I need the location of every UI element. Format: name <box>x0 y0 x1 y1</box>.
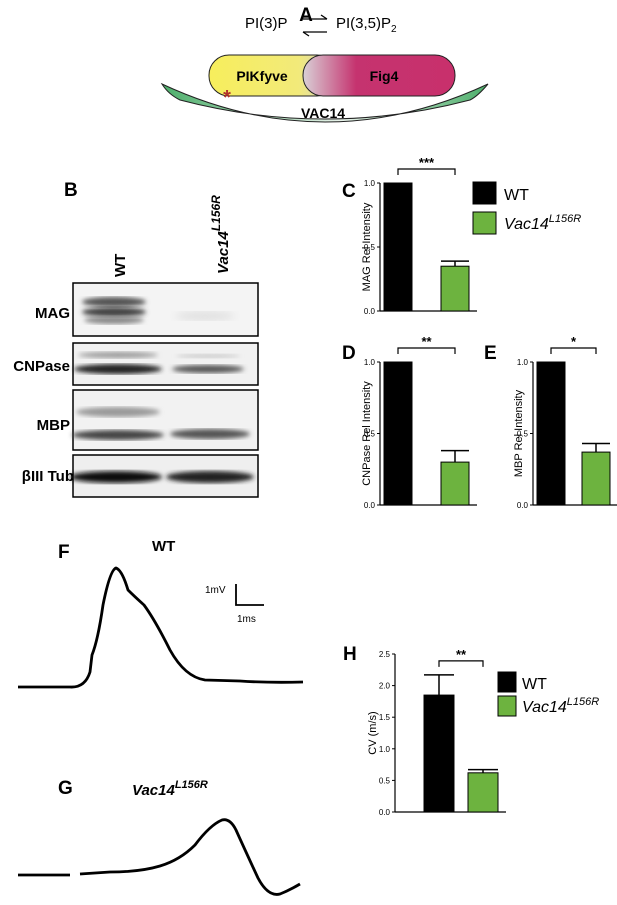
fig4-shape <box>302 54 456 97</box>
legend-label-mutant: Vac14L156R <box>504 213 581 233</box>
fig4-label: Fig4 <box>370 68 399 84</box>
panel-d-tick-label: 0.0 <box>364 501 376 510</box>
blot-label-cnpase: CNPase <box>13 358 70 375</box>
legend-top: WT Vac14L156R <box>472 181 581 235</box>
equilibrium-arrows <box>302 14 328 37</box>
panel-h-bar-mutant <box>467 772 499 813</box>
scale-bar-voltage: 1mV <box>205 585 226 596</box>
panel-f-letter: F <box>58 542 70 563</box>
panel-c-bar-mutant <box>440 265 470 312</box>
panel-d-letter: D <box>342 343 356 364</box>
legend-label-wt: WT <box>504 187 529 204</box>
trace-wt <box>18 566 304 689</box>
panel-b: B WT Vac14L156R MAG CNPase MBP βIII Tub <box>13 180 259 498</box>
panel-c-tick-label: 1.0 <box>364 179 376 188</box>
panel-b-letter: B <box>64 180 78 201</box>
scale-bar-time: 1ms <box>237 614 256 625</box>
panel-c-letter: C <box>342 181 356 202</box>
panel-e-bar-mutant <box>581 451 611 506</box>
panel-h-tick-label: 1.5 <box>379 713 391 722</box>
legend-h-label-wt: WT <box>522 676 547 693</box>
vac14-band <box>160 82 489 123</box>
panel-e-tick-label: 0.0 <box>517 501 529 510</box>
panel-d-bar-mutant <box>440 461 470 506</box>
panel-h-tick-label: 0.0 <box>379 808 391 817</box>
panel-e: E 0.0 0.5 1.0 MBP Rel Intensity * <box>484 334 617 510</box>
panel-h-sig-bracket <box>438 660 484 667</box>
vac14-label: VAC14 <box>301 105 345 121</box>
blot-cnpase <box>72 342 259 386</box>
panel-h-tick-label: 0.5 <box>379 776 391 785</box>
legend-swatch-wt <box>472 181 497 205</box>
panel-e-ylabel: MBP Rel Intensity <box>513 389 525 477</box>
panel-h-tick-label: 2.5 <box>379 650 391 659</box>
panel-c-bar-wt <box>383 182 413 312</box>
legend-h-swatch-mutant <box>497 695 517 717</box>
blot-mbp <box>72 389 259 451</box>
panel-d-sig-stars: ** <box>421 334 432 349</box>
panel-f: F WT 1mV 1ms <box>18 538 304 689</box>
panel-d-sig-bracket <box>397 347 456 354</box>
panel-d-ylabel: CNPase Rel Intensity <box>361 381 373 486</box>
panel-c: C 0.0 0.5 1.0 MAG Rel Intensity *** <box>342 155 477 316</box>
panel-h: H 0.0 0.5 1.0 1.5 2.0 2.5 CV (m/s) ** <box>343 644 506 817</box>
legend-swatch-mutant <box>472 211 497 235</box>
panel-d: D 0.0 0.5 1.0 CNPase Rel Intensity ** <box>342 334 477 510</box>
panel-e-sig-stars: * <box>571 334 577 349</box>
panel-e-letter: E <box>484 343 497 364</box>
panel-h-tick-label: 1.0 <box>379 745 391 754</box>
lane-label-wt: WT <box>112 254 129 277</box>
panel-d-tick-label: 0.5 <box>364 430 376 439</box>
trace-g-label: Vac14L156R <box>132 779 208 799</box>
panel-e-sig-bracket <box>550 347 597 354</box>
panel-e-bar-wt <box>536 361 566 506</box>
panel-c-ylabel: MAG Rel Intensity <box>361 202 373 291</box>
legend-h-swatch-wt <box>497 671 517 693</box>
blot-mag <box>72 282 259 337</box>
legend-h-label-mutant: Vac14L156R <box>522 696 599 716</box>
blot-tub <box>70 454 259 498</box>
panel-g-letter: G <box>58 778 73 799</box>
panel-d-tick-label: 1.0 <box>364 358 376 367</box>
panel-g: G Vac14L156R <box>18 778 301 896</box>
legend-h: WT Vac14L156R <box>497 671 599 717</box>
panel-a-letter: A <box>299 5 313 26</box>
lane-label-mutant: Vac14L156R <box>209 195 232 274</box>
pikfyve-label: PIKfyve <box>236 68 288 84</box>
product-label: PI(3,5)P2 <box>336 15 397 35</box>
panel-h-letter: H <box>343 644 357 665</box>
panel-h-bar-wt <box>423 694 455 813</box>
panel-e-tick-label: 1.0 <box>517 358 529 367</box>
substrate-label: PI(3)P <box>245 15 288 32</box>
mutation-mark: * <box>223 87 231 109</box>
panel-c-sig-stars: *** <box>419 155 435 170</box>
panel-c-sig-bracket <box>397 168 456 175</box>
scale-bar <box>235 584 264 606</box>
trace-mutant <box>79 818 301 896</box>
panel-a: A PI(3)P PI(3,5)P2 VAC14 PIKfyve Fig4 * <box>160 5 489 123</box>
panel-d-bar-wt <box>383 361 413 506</box>
panel-e-tick-label: 0.5 <box>517 430 529 439</box>
panel-h-sig-stars: ** <box>456 647 467 662</box>
panel-h-ylabel: CV (m/s) <box>367 711 379 754</box>
panel-h-tick-label: 2.0 <box>379 682 391 691</box>
blot-label-mag: MAG <box>35 305 70 322</box>
blot-label-tub: βIII Tub <box>22 468 74 485</box>
trace-f-label: WT <box>152 538 175 555</box>
panel-c-tick-label: 0.5 <box>364 243 376 252</box>
panel-c-tick-label: 0.0 <box>364 307 376 316</box>
blot-label-mbp: MBP <box>37 417 70 434</box>
